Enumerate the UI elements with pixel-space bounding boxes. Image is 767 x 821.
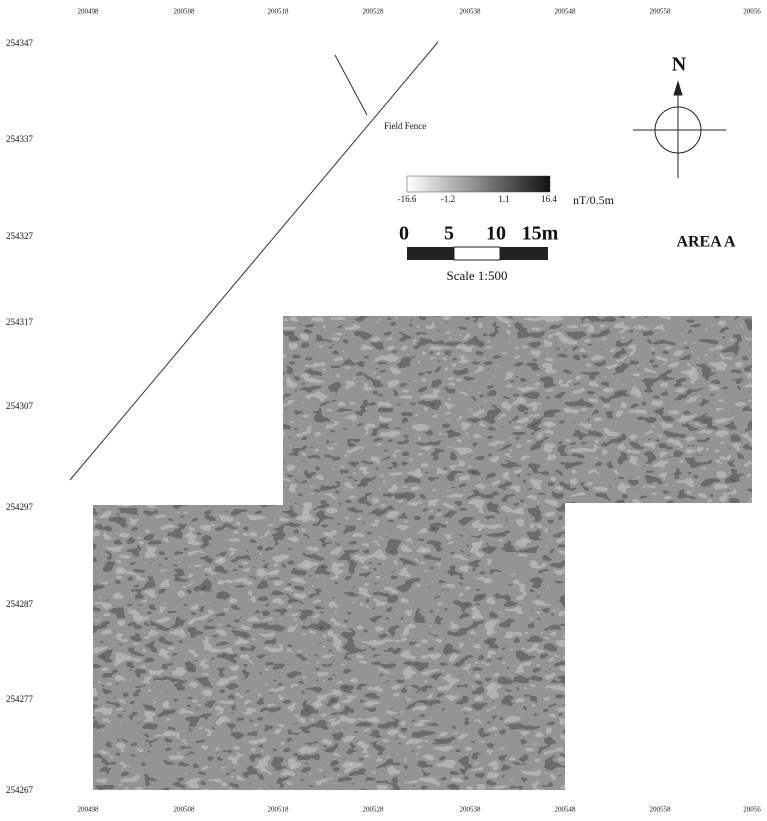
north-label: N [672, 54, 687, 76]
left-coordinate: 254267 [6, 785, 34, 795]
bottom-coordinate: 20056 [743, 806, 761, 814]
scale-label: 15m [522, 223, 559, 245]
left-coordinate: 254297 [6, 502, 34, 512]
bottom-coordinate: 200498 [78, 806, 100, 814]
magnetometer-data [93, 316, 752, 790]
legend-label: -1.2 [441, 194, 455, 204]
scale-label: 5 [444, 223, 454, 245]
area-label: AREA A [676, 234, 736, 251]
legend-ramp [407, 176, 550, 192]
top-coordinate: 200528 [363, 8, 385, 16]
scale-segment [407, 247, 454, 260]
bottom-coordinate: 200558 [650, 806, 672, 814]
fence-label: Field Fence [384, 121, 426, 131]
left-coordinate: 254327 [6, 231, 34, 241]
top-coordinate: 200548 [555, 8, 577, 16]
bottom-coordinate: 200548 [555, 806, 577, 814]
survey-map: Field Fence N -16.6 -1.2 1.1 16.4 nT/0.5m 0… [0, 0, 767, 816]
scale-label: 10 [486, 223, 506, 245]
north-arrow [633, 82, 726, 178]
bottom-coordinate: 200538 [460, 806, 482, 814]
scale-segment [454, 247, 500, 260]
left-coordinate: 254277 [6, 694, 34, 704]
fence-branch [335, 55, 367, 115]
top-coordinate: 200558 [650, 8, 672, 16]
legend-label: 1.1 [498, 194, 509, 204]
top-coordinate: 200508 [174, 8, 196, 16]
legend-label: -16.6 [398, 194, 417, 204]
scale-segment [500, 247, 548, 260]
left-coordinate: 254347 [6, 38, 34, 48]
left-coordinate: 254337 [6, 134, 34, 144]
top-coordinate: 20056 [743, 8, 761, 16]
left-coordinate: 254307 [6, 401, 34, 411]
legend-unit: nT/0.5m [573, 193, 615, 207]
scale-label: 0 [399, 223, 409, 245]
top-coordinate: 200498 [78, 8, 100, 16]
top-coordinate: 200518 [268, 8, 290, 16]
top-coordinate: 200538 [460, 8, 482, 16]
legend-label: 16.4 [541, 194, 557, 204]
bottom-coordinate: 200508 [174, 806, 196, 814]
left-coordinate: 254287 [6, 599, 34, 609]
bottom-coordinate: 200518 [268, 806, 290, 814]
bottom-coordinate: 200528 [363, 806, 385, 814]
scale-caption: Scale 1:500 [446, 268, 507, 283]
left-coordinate: 254317 [6, 317, 34, 327]
